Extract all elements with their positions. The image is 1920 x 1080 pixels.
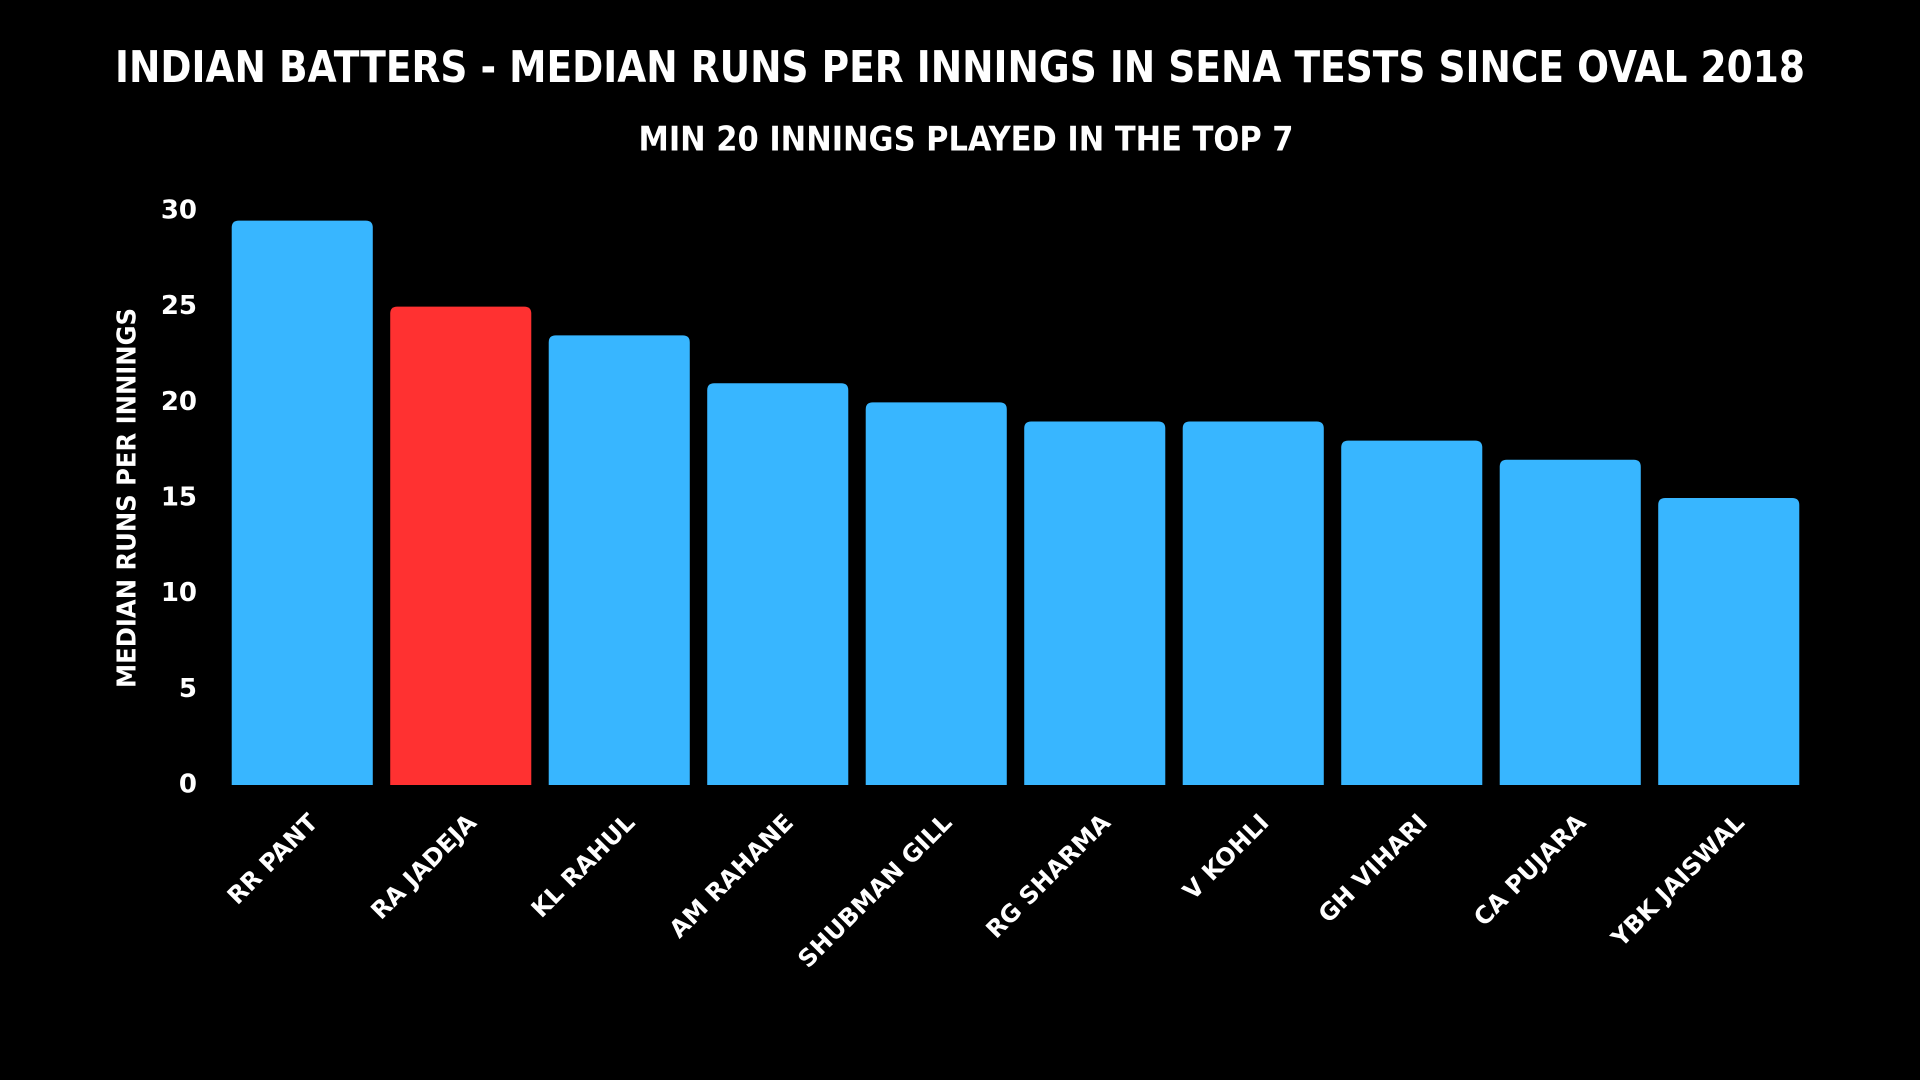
bar (1499, 459, 1641, 785)
bar (1658, 498, 1800, 785)
y-axis-label: MEDIAN RUNS PER INNINGS (113, 308, 143, 688)
bar (707, 383, 849, 785)
bar (231, 220, 373, 786)
bar (1341, 440, 1483, 785)
y-tick-label: 15 (161, 483, 197, 513)
chart-subtitle: MIN 20 INNINGS PLAYED IN THE TOP 7 (639, 120, 1294, 160)
bar (1024, 421, 1166, 785)
chart-title: INDIAN BATTERS - MEDIAN RUNS PER INNINGS… (115, 42, 1805, 93)
bar (865, 402, 1007, 785)
bar (548, 335, 690, 785)
y-tick-label: 10 (161, 578, 197, 608)
y-tick-label: 5 (179, 674, 197, 704)
y-tick-label: 30 (161, 196, 197, 226)
y-tick-label: 25 (161, 291, 197, 321)
y-tick-label: 0 (179, 770, 197, 800)
y-tick-label: 20 (161, 387, 197, 417)
bar (1182, 421, 1324, 785)
bar (390, 306, 532, 785)
